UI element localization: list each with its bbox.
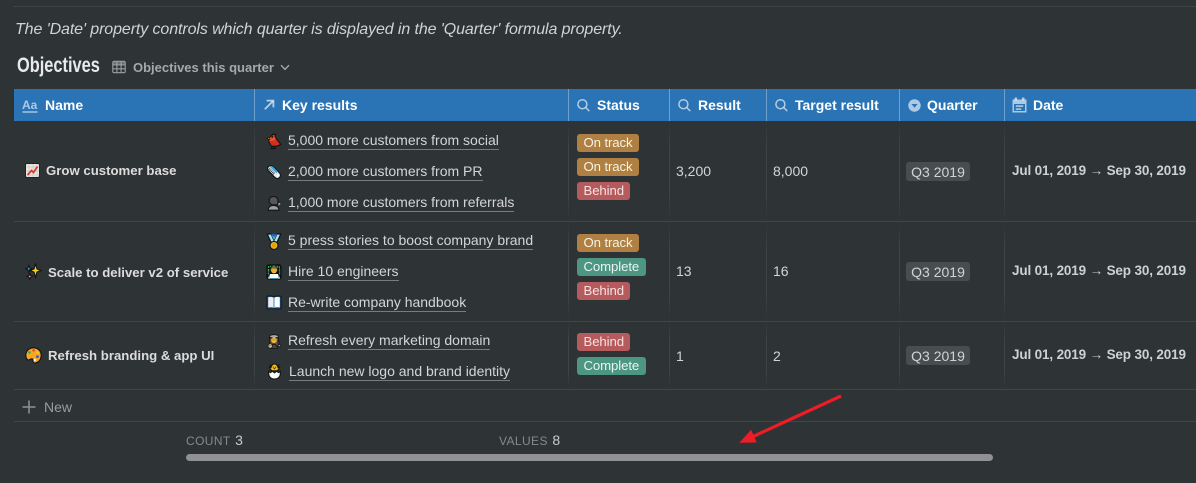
svg-text:Aa: Aa (22, 98, 38, 112)
